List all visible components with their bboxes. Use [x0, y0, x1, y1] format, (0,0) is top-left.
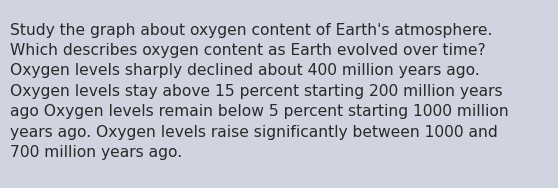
- Text: Study the graph about oxygen content of Earth's atmosphere.
Which describes oxyg: Study the graph about oxygen content of …: [10, 23, 509, 160]
